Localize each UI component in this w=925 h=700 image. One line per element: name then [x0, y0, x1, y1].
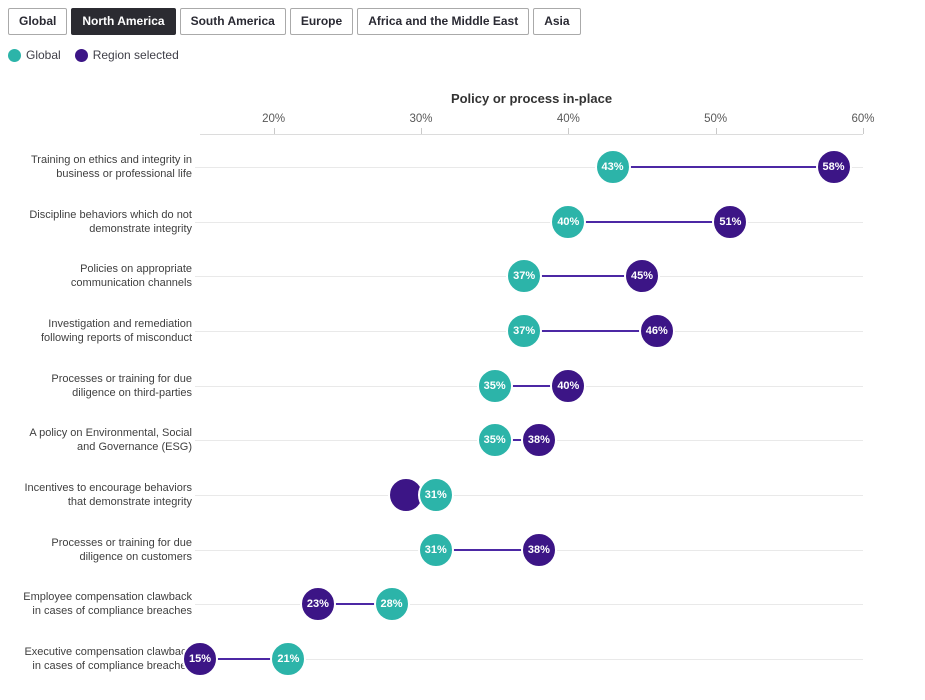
region-series-dot-icon: [74, 48, 88, 62]
x-axis-tick-label: 20%: [262, 113, 286, 125]
dumbbell-connector-line: [568, 221, 731, 223]
dumbbell-connector-line: [200, 658, 289, 660]
legend-label: Global: [26, 48, 61, 62]
dumbbell-connector-line: [435, 549, 539, 551]
category-label: Employee compensation clawback in cases …: [23, 591, 192, 617]
dumbbell-connector-line: [317, 603, 392, 605]
global-series-dot-icon: [8, 48, 21, 62]
global-data-point[interactable]: 35%: [476, 368, 513, 404]
x-axis-tick-label: 30%: [409, 113, 433, 125]
global-data-point[interactable]: 37%: [506, 313, 543, 349]
row-gridline: [195, 604, 863, 605]
region-data-point[interactable]: 40%: [550, 368, 587, 404]
category-label: Policies on appropriate communication ch…: [70, 263, 192, 289]
category-label: Investigation and remediation following …: [40, 318, 192, 344]
tab-north-america[interactable]: North America: [71, 8, 176, 35]
region-data-point[interactable]: 38%: [520, 422, 557, 458]
category-label: Incentives to encourage behaviors that d…: [24, 482, 192, 508]
global-data-point[interactable]: 31%: [417, 477, 454, 513]
x-axis-tick-label: 60%: [851, 113, 875, 125]
row-gridline: [195, 222, 863, 223]
region-data-point[interactable]: 46%: [638, 313, 675, 349]
x-axis-tick-mark: [568, 128, 570, 134]
dumbbell-connector-line: [494, 439, 539, 441]
x-axis-line: [200, 134, 863, 135]
chart-legend: Global Region selected: [8, 48, 179, 62]
x-axis-tick-mark: [863, 128, 864, 134]
global-data-point[interactable]: 28%: [373, 586, 410, 622]
x-axis-tick-mark: [421, 128, 422, 134]
x-axis-tick-label: 40%: [556, 113, 580, 125]
dumbbell-connector-line: [524, 330, 657, 332]
global-data-point[interactable]: 31%: [417, 532, 454, 568]
region-data-point[interactable]: 38%: [520, 532, 557, 568]
tab-asia[interactable]: Asia: [533, 8, 581, 35]
row-gridline: [195, 659, 863, 660]
global-data-point[interactable]: 21%: [270, 641, 307, 677]
legend-item-global: Global: [8, 48, 61, 62]
dumbbell-connector-line: [612, 166, 834, 168]
row-gridline: [195, 495, 863, 496]
tab-south-america[interactable]: South America: [179, 8, 286, 35]
category-label: Processes or training for due diligence …: [51, 373, 192, 399]
category-label: Training on ethics and integrity in busi…: [30, 154, 192, 180]
category-label: Processes or training for due diligence …: [51, 537, 192, 563]
dumbbell-connector-line: [494, 385, 569, 387]
region-data-point[interactable]: 45%: [624, 258, 660, 294]
global-data-point[interactable]: 40%: [550, 204, 587, 240]
region-data-point[interactable]: 15%: [182, 641, 218, 677]
category-label: A policy on Environmental, Social and Go…: [29, 427, 192, 453]
dumbbell-connector-line: [524, 275, 642, 277]
legend-label: Region selected: [92, 48, 179, 62]
global-data-point[interactable]: 35%: [476, 422, 513, 458]
x-axis-tick-mark: [273, 128, 275, 134]
region-data-point[interactable]: 51%: [712, 204, 749, 240]
region-data-point[interactable]: 23%: [299, 586, 336, 622]
tab-europe[interactable]: Europe: [289, 8, 354, 35]
legend-item-region-selected: Region selected: [74, 48, 179, 62]
region-data-point[interactable]: 58%: [815, 149, 852, 185]
tab-africa-middle-east[interactable]: Africa and the Middle East: [357, 8, 530, 35]
category-label: Executive compensation clawback in cases…: [24, 646, 192, 672]
global-data-point[interactable]: 43%: [594, 149, 631, 185]
tab-global[interactable]: Global: [8, 8, 68, 35]
category-label: Discipline behaviors which do not demons…: [29, 209, 192, 235]
chart-title: Policy or process in-place: [450, 91, 613, 106]
x-axis-tick-mark: [715, 128, 717, 134]
row-gridline: [195, 167, 863, 168]
x-axis-tick-label: 50%: [704, 113, 728, 125]
global-data-point[interactable]: 37%: [506, 258, 543, 294]
region-tab-bar: Global North America South America Europ…: [8, 8, 581, 35]
